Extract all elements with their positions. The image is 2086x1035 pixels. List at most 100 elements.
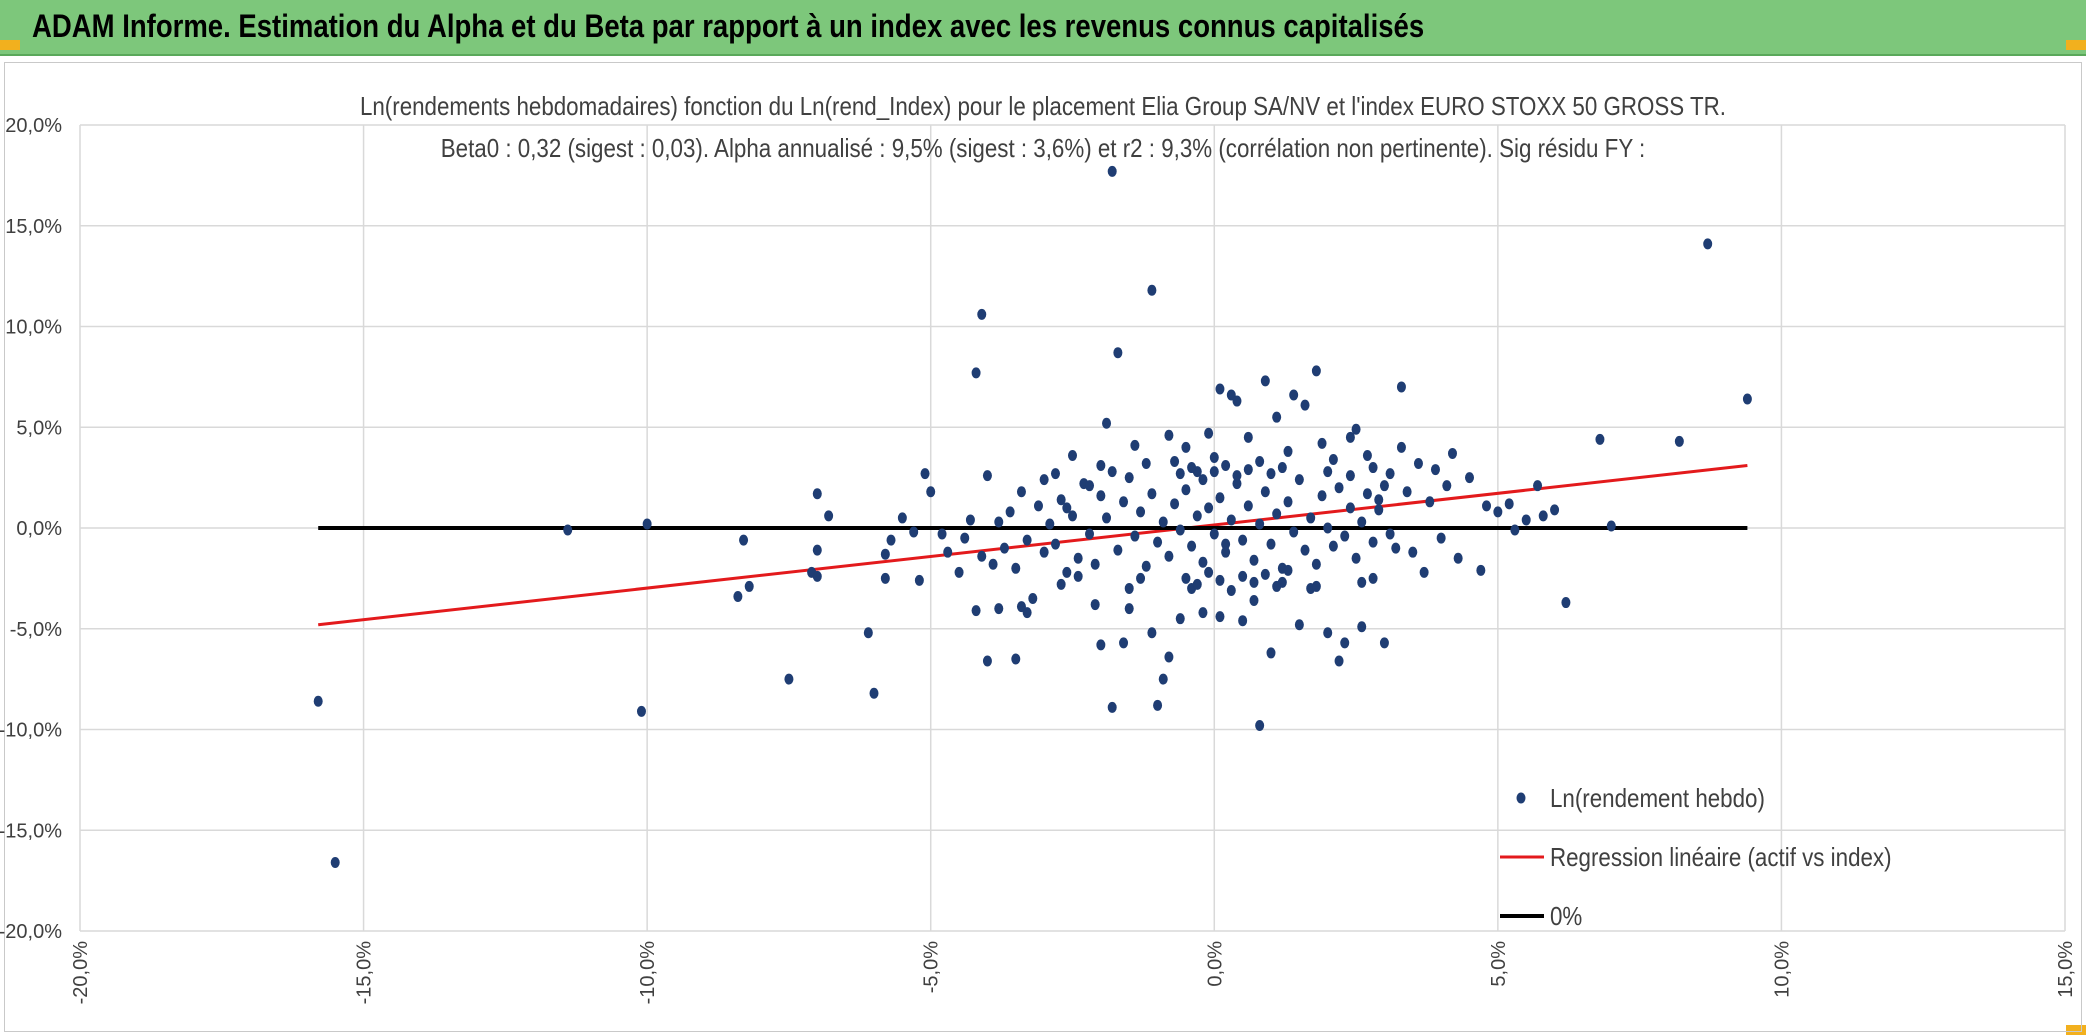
data-point [1243,431,1253,443]
data-point [1550,504,1560,516]
data-point [1056,494,1066,506]
data-point [1283,445,1293,457]
data-point [1215,492,1225,504]
x-tick-label: -5,0% [921,941,943,993]
data-point [1175,613,1185,625]
chart-subtitle: Beta0 : 0,32 (sigest : 0,03). Alpha annu… [441,134,1646,163]
data-point [1453,552,1463,564]
data-point [1368,572,1378,584]
data-point [824,510,834,522]
data-point [1272,411,1282,423]
data-point [1062,566,1072,578]
data-point [1113,347,1123,359]
corner-marker-bottom-right [2066,1025,2086,1035]
y-tick-label: -15,0% [0,820,62,842]
data-point [1283,564,1293,576]
data-point [1141,560,1151,572]
data-point [1391,542,1401,554]
data-point [960,532,970,544]
data-point [971,367,981,379]
data-point [1351,552,1361,564]
data-point [1255,719,1265,731]
data-point [1204,566,1214,578]
data-point [1317,490,1327,502]
data-point [965,514,975,526]
data-point [1096,639,1106,651]
y-tick-label: 15,0% [5,216,62,238]
data-point [784,673,794,685]
data-point [1175,468,1185,480]
data-point [1595,433,1605,445]
data-point [1351,423,1361,435]
data-point [982,470,992,482]
data-point [1419,566,1429,578]
data-point [977,308,987,320]
data-point [1221,546,1231,558]
y-tick-label: 0,0% [16,518,62,540]
data-point [1493,506,1503,518]
data-point [1521,514,1531,526]
data-point [1136,506,1146,518]
data-point [1374,494,1384,506]
data-point [1272,580,1282,592]
data-point [1413,458,1423,470]
data-point [1357,576,1367,588]
data-point [1198,474,1208,486]
data-point [1425,496,1435,508]
y-tick-label: 10,0% [5,317,62,339]
data-point [1447,447,1457,459]
data-point [1345,431,1355,443]
data-point [1005,506,1015,518]
x-tick-label: -10,0% [637,941,659,1005]
data-point [1300,399,1310,411]
data-point [1328,453,1338,465]
data-point [1164,550,1174,562]
data-point [1039,474,1049,486]
data-point [1198,556,1208,568]
data-point [1033,500,1043,512]
data-point [1181,572,1191,584]
data-point [1345,502,1355,514]
data-point [863,627,873,639]
data-point [1703,238,1713,250]
data-point [1396,381,1406,393]
data-point [1328,540,1338,552]
data-point [1232,470,1242,482]
data-point [1215,574,1225,586]
data-point [1255,456,1265,468]
data-point [1119,637,1129,649]
data-point [1260,375,1270,387]
data-point [1238,570,1248,582]
data-point [1266,538,1276,550]
chart-frame [4,62,2082,1032]
data-point [1090,599,1100,611]
data-point [739,534,749,546]
data-point [988,558,998,570]
data-point [1016,486,1026,498]
data-point [1147,284,1157,296]
y-tick-label: 20,0% [5,115,62,137]
data-point [1674,435,1684,447]
data-point [1181,484,1191,496]
data-point [1096,490,1106,502]
data-point [1085,528,1095,540]
data-point [812,570,822,582]
data-point [1102,512,1112,524]
data-point [880,548,890,560]
data-point [1345,470,1355,482]
data-point [1317,437,1327,449]
x-tick-label: 10,0% [1771,941,1793,998]
data-point [999,542,1009,554]
data-point [971,605,981,617]
data-point [1124,472,1134,484]
data-point [1249,554,1259,566]
data-point [1232,478,1242,490]
data-point [994,516,1004,528]
data-point [1011,562,1021,574]
data-point [937,528,947,540]
data-point [744,580,754,592]
data-point [1482,500,1492,512]
data-point [1430,464,1440,476]
data-point [954,566,964,578]
